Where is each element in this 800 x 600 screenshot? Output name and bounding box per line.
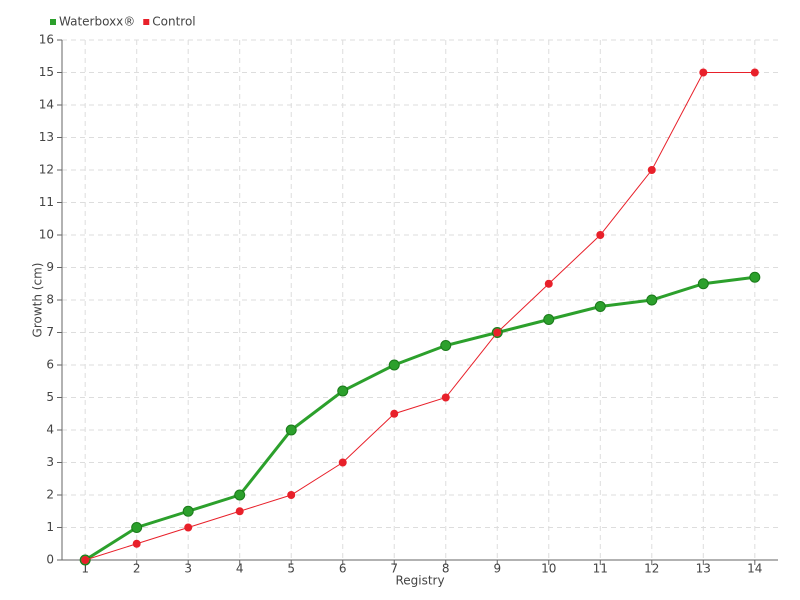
y-tick-label: 8	[46, 293, 54, 307]
y-axis-label: Growth (cm)	[31, 263, 45, 338]
y-tick-label: 9	[46, 260, 54, 274]
x-tick-label: 7	[390, 562, 398, 576]
x-tick-label: 12	[644, 562, 659, 576]
data-point	[81, 556, 90, 564]
x-tick-label: 9	[493, 562, 501, 576]
series-line	[84, 275, 756, 562]
y-tick-label: 4	[46, 423, 54, 437]
legend-label: Control	[152, 15, 195, 29]
y-tick-label: 3	[46, 455, 54, 469]
x-tick-label: 4	[236, 562, 244, 576]
data-point	[131, 522, 143, 533]
y-tick-label: 5	[46, 390, 54, 404]
x-tick-label: 13	[696, 562, 711, 576]
data-point	[441, 393, 450, 402]
y-tick-label: 7	[46, 325, 54, 339]
legend-swatch	[143, 19, 150, 25]
y-tick-label: 1	[46, 520, 54, 534]
x-tick-label: 2	[133, 562, 141, 576]
data-point	[750, 68, 759, 77]
data-point	[388, 359, 400, 371]
data-point	[390, 409, 399, 418]
y-tick-label: 15	[39, 65, 54, 79]
data-point	[543, 314, 555, 325]
x-tick-label: 3	[184, 562, 192, 576]
y-tick-label: 2	[46, 488, 54, 502]
data-point	[235, 507, 244, 516]
data-point	[234, 489, 246, 501]
y-tick-label: 12	[39, 163, 54, 177]
data-point	[287, 491, 296, 499]
series-line	[85, 72, 755, 561]
y-tick-label: 14	[39, 98, 54, 112]
data-point	[544, 279, 553, 288]
x-tick-label: 11	[593, 562, 608, 576]
x-axis-label: Registry	[395, 574, 444, 588]
data-point	[440, 340, 452, 351]
data-point	[594, 301, 606, 312]
legend-swatch	[50, 19, 56, 25]
x-tick-label: 14	[747, 562, 762, 576]
data-point	[182, 505, 194, 517]
y-tick-label: 13	[39, 130, 54, 144]
x-tick-label: 6	[339, 562, 347, 576]
data-point	[337, 385, 349, 397]
y-tick-label: 6	[46, 358, 54, 372]
y-tick-label: 11	[39, 195, 54, 209]
x-tick-label: 10	[541, 562, 556, 576]
data-point	[749, 271, 761, 283]
data-point	[646, 294, 658, 306]
legend-label: Waterboxx®	[59, 15, 135, 29]
x-tick-label: 8	[442, 562, 450, 576]
data-point	[338, 458, 347, 467]
y-tick-label: 16	[39, 33, 54, 47]
x-tick-label: 5	[287, 562, 295, 576]
data-point	[184, 523, 193, 532]
y-tick-label: 10	[39, 228, 54, 242]
data-point	[699, 68, 708, 77]
data-point	[596, 231, 605, 239]
data-point	[493, 328, 502, 337]
data-point	[647, 166, 656, 174]
data-point	[697, 278, 709, 290]
x-tick-label: 1	[81, 562, 89, 576]
y-tick-label: 0	[46, 553, 54, 567]
data-point	[132, 539, 141, 548]
data-point	[285, 424, 297, 436]
